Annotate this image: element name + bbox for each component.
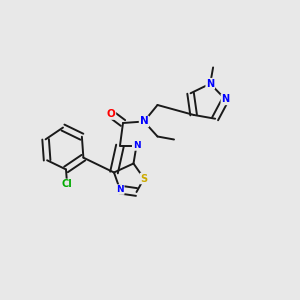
Text: O: O: [106, 109, 116, 119]
Text: S: S: [140, 173, 148, 184]
Text: Cl: Cl: [62, 179, 73, 189]
Text: N: N: [206, 79, 214, 89]
Text: N: N: [221, 94, 230, 104]
Text: N: N: [133, 141, 140, 150]
Text: N: N: [116, 185, 124, 194]
Text: N: N: [140, 116, 148, 127]
